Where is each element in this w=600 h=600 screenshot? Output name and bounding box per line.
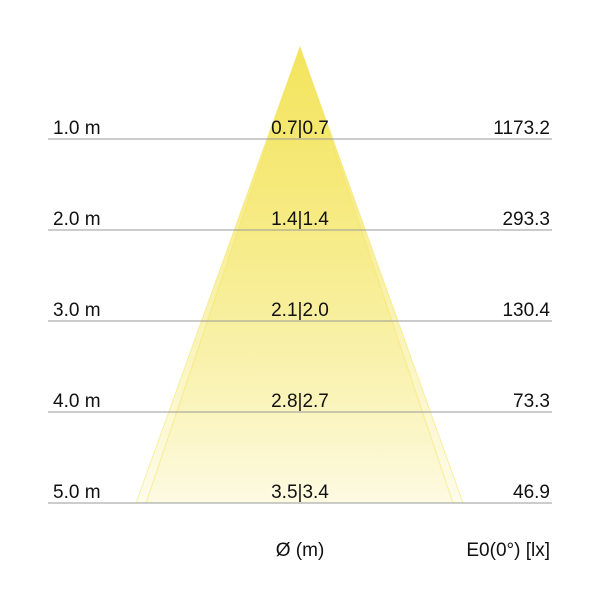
illuminance-value: 130.4 (502, 300, 550, 321)
distance-label: 4.0 m (53, 391, 101, 412)
diameter-column-label: Ø (m) (275, 540, 325, 561)
illuminance-value: 1173.2 (493, 118, 550, 139)
beam-cone-c90 (145, 45, 454, 504)
illuminance-value: 293.3 (502, 209, 550, 230)
diameter-value: 3.5|3.4 (271, 482, 329, 503)
distance-label: 3.0 m (53, 300, 101, 321)
diameter-value: 1.4|1.4 (271, 209, 329, 230)
illuminance-value: 46.9 (513, 482, 550, 503)
distance-label: 1.0 m (53, 118, 101, 139)
distance-label: 5.0 m (53, 482, 101, 503)
diameter-value: 0.7|0.7 (271, 118, 329, 139)
diameter-value: 2.8|2.7 (271, 391, 329, 412)
illuminance-column-label: E0(0°) [lx] (466, 540, 550, 561)
illuminance-value: 73.3 (513, 391, 550, 412)
distance-label: 2.0 m (53, 209, 101, 230)
diameter-value: 2.1|2.0 (271, 300, 329, 321)
